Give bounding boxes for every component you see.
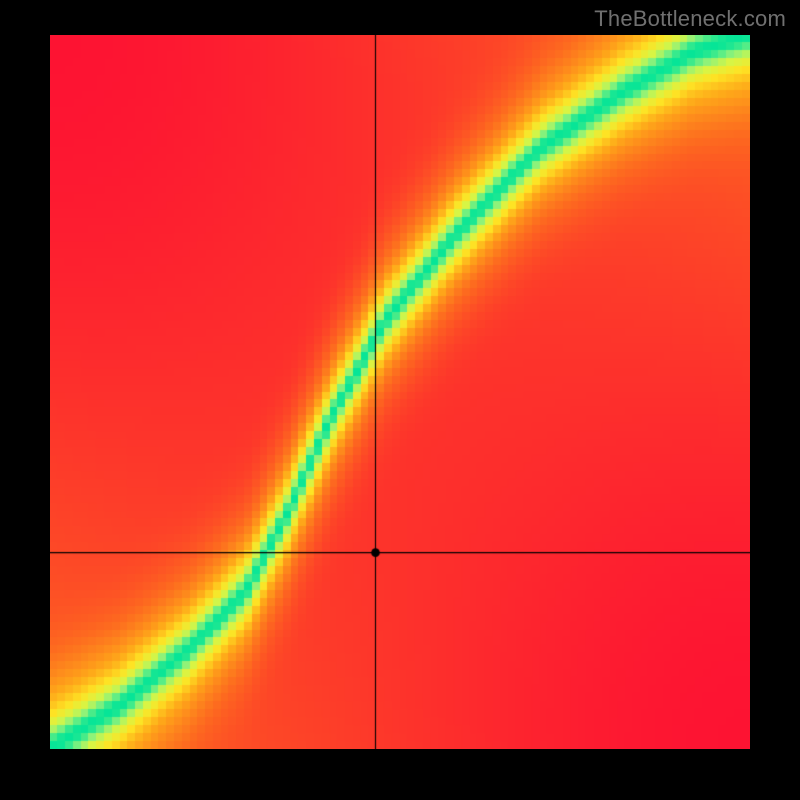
chart-container: TheBottleneck.com [0, 0, 800, 800]
bottleneck-heatmap [50, 35, 750, 749]
watermark-label: TheBottleneck.com [594, 6, 786, 32]
